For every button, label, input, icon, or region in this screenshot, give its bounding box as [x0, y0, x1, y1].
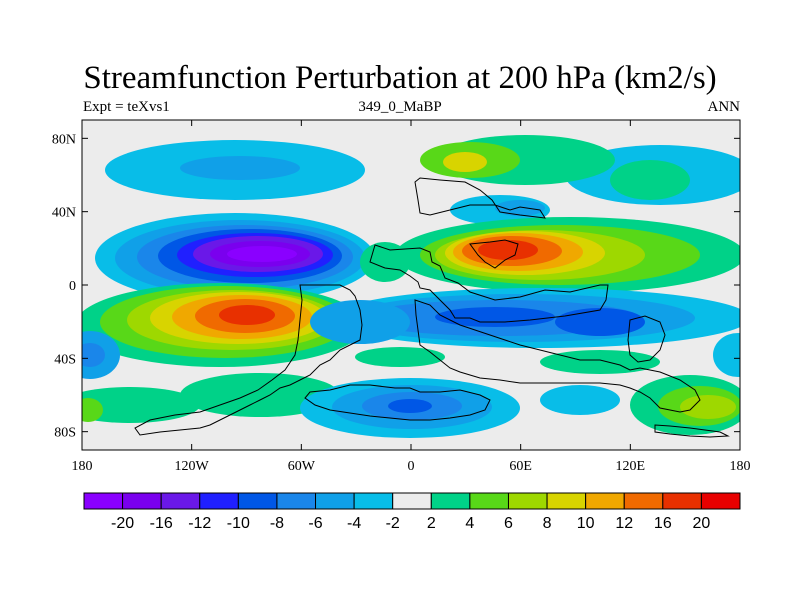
colorbar-box [662, 492, 702, 510]
time-label: 349_0_MaBP [358, 99, 442, 115]
colorbar-box [276, 492, 317, 510]
colorbar-box [83, 492, 124, 510]
colorbar-box [315, 492, 355, 510]
colorbar-box [237, 492, 278, 510]
x-tick-label: 180 [730, 459, 751, 474]
x-tick-label: 0 [408, 459, 415, 474]
colorbar-label: 6 [504, 515, 513, 532]
colorbar-box [507, 492, 548, 510]
coastline [134, 177, 730, 438]
y-tick-label: 0 [69, 279, 76, 294]
colorbar-box [700, 492, 741, 510]
y-tick-label: 40N [52, 206, 76, 221]
x-tick-label: 120W [175, 459, 210, 474]
colorbar-box [623, 492, 664, 510]
axis-ticks: 180 120W 60W 0 60E 120E 180 80N 40N 0 40S 80S [52, 120, 751, 474]
colorbar-label: -6 [308, 515, 322, 532]
chart-title: Streamfunction Perturbation at 200 hPa (… [83, 60, 717, 96]
x-tick-label: 60W [288, 459, 316, 474]
colorbar-label: 16 [654, 515, 672, 532]
colorbar-box [392, 492, 432, 510]
x-tick-label: 120E [616, 459, 646, 474]
colorbar-label: -2 [386, 515, 400, 532]
colorbar-label: -8 [270, 515, 284, 532]
season-label: ANN [707, 99, 741, 115]
colorbar-label: 4 [465, 515, 474, 532]
colorbar-label: 2 [427, 515, 436, 532]
colorbar-label: 12 [615, 515, 633, 532]
y-tick-label: 80S [54, 426, 76, 441]
x-tick-label: 60E [509, 459, 532, 474]
colorbar-label: -20 [111, 515, 134, 532]
colorbar-box [199, 492, 239, 510]
colorbar-label: -10 [227, 515, 250, 532]
colorbar-label: -16 [150, 515, 173, 532]
colorbar-box [122, 492, 162, 510]
colorbar-box [430, 492, 471, 510]
colorbar-label: 8 [543, 515, 552, 532]
colorbar-label: -4 [347, 515, 361, 532]
colorbar-box [353, 492, 394, 510]
colorbar-label: -12 [188, 515, 211, 532]
y-tick-label: 80N [52, 132, 76, 147]
colorbar-box [585, 492, 625, 510]
experiment-label: Expt = teXvs1 [83, 99, 170, 115]
colorbar-box [160, 492, 201, 510]
colorbar-box [469, 492, 509, 510]
x-tick-label: 180 [72, 459, 93, 474]
colorbar-label: 20 [693, 515, 711, 532]
colorbar: -20 -16 -12 -10 -8 -6 -4 -2 2 4 6 8 10 12 16 20 [83, 492, 741, 532]
colorbar-label: 10 [577, 515, 595, 532]
colorbar-box [546, 492, 587, 510]
y-tick-label: 40S [54, 352, 76, 367]
